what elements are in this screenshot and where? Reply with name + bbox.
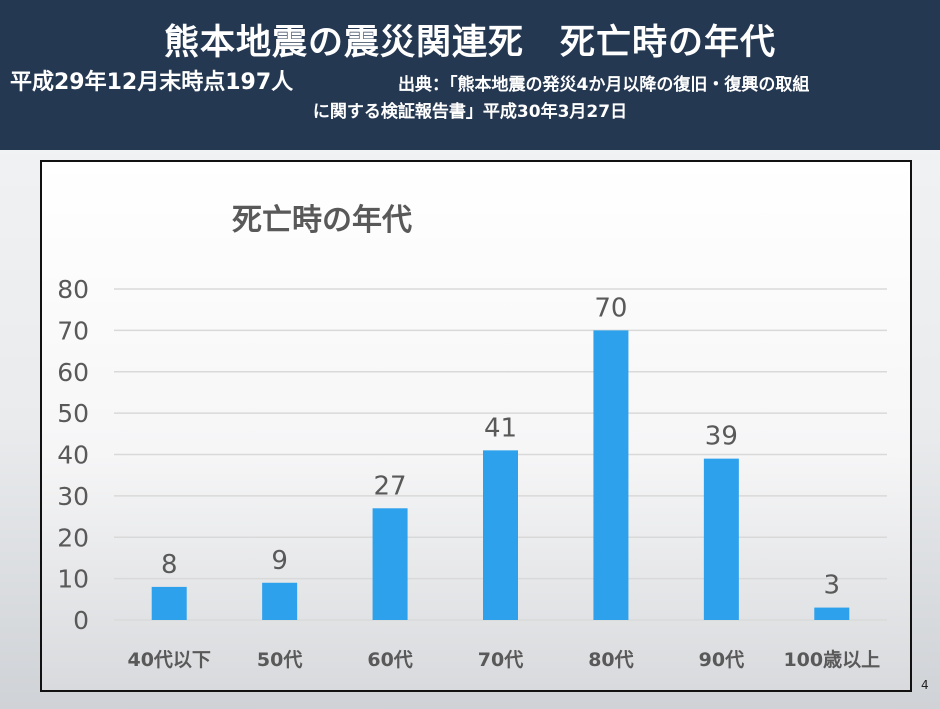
page-number: 4 (921, 678, 929, 692)
y-tick-label: 60 (57, 358, 89, 387)
slide-title: 熊本地震の震災関連死 死亡時の年代 (163, 23, 776, 63)
x-tick-label: 100歳以上 (783, 649, 880, 671)
y-tick-label: 10 (57, 565, 89, 594)
y-tick-label: 80 (57, 275, 89, 304)
data-label: 27 (374, 471, 407, 501)
y-tick-label: 70 (57, 316, 89, 345)
bar-3 (483, 450, 518, 620)
x-tick-label: 70代 (478, 649, 523, 671)
bar-2 (372, 508, 408, 620)
bars (151, 330, 850, 620)
data-label: 41 (484, 413, 517, 443)
y-tick-label: 50 (57, 399, 89, 428)
bar-4 (593, 330, 629, 620)
x-tick-label: 90代 (699, 649, 744, 671)
y-tick-label: 40 (57, 441, 89, 470)
slide-header: 熊本地震の震災関連死 死亡時の年代 平成29年12月末時点197人 出典：「熊本… (0, 0, 940, 150)
x-axis-ticks: 40代以下 50代 60代 70代 80代 90代 100歳以上 (127, 649, 880, 671)
data-label: 3 (824, 571, 841, 601)
chart-title: 死亡時の年代 (232, 203, 412, 238)
data-label: 9 (271, 546, 288, 576)
x-tick-label: 40代以下 (127, 649, 210, 671)
bar-5 (703, 458, 739, 620)
bar-0 (151, 586, 187, 620)
data-labels: 8 9 27 41 70 39 3 (161, 293, 840, 600)
y-tick-label: 30 (57, 482, 89, 511)
x-tick-label: 50代 (257, 649, 302, 671)
slide-subtitle: 平成29年12月末時点197人 (10, 70, 294, 95)
x-tick-label: 80代 (588, 649, 633, 671)
data-label: 8 (161, 550, 178, 580)
chart-frame: 死亡時の年代 0 10 20 30 40 50 60 70 80 8 9 27 41 70 39 3 40代… (40, 160, 912, 692)
data-label: 39 (705, 422, 738, 452)
y-axis-ticks: 0 10 20 30 40 50 60 70 80 (57, 275, 89, 635)
data-label: 70 (594, 293, 627, 323)
bar-1 (262, 582, 298, 620)
bar-6 (814, 607, 850, 620)
source-citation-line2: に関する検証報告書」平成30年3月27日 (312, 102, 628, 122)
y-tick-label: 20 (57, 523, 89, 552)
y-tick-label: 0 (73, 606, 89, 635)
bar-chart: 死亡時の年代 0 10 20 30 40 50 60 70 80 8 9 27 41 70 39 3 40代… (57, 203, 887, 671)
x-tick-label: 60代 (367, 649, 412, 671)
source-citation-line1: 出典：「熊本地震の発災4か月以降の復旧・復興の取組 (398, 75, 810, 95)
